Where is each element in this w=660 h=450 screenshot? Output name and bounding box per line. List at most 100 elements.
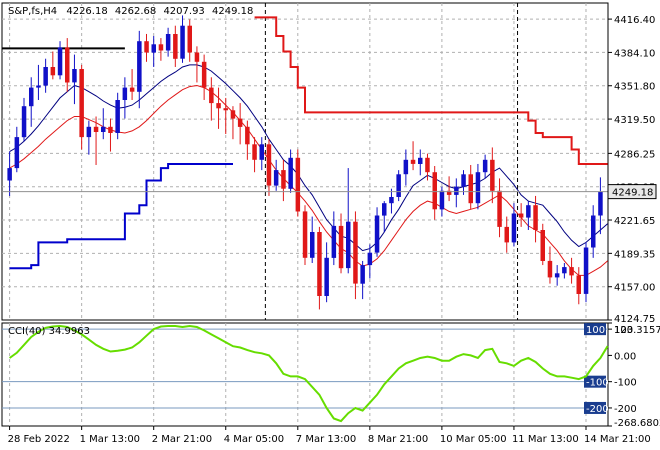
candle-body <box>497 190 502 227</box>
candle-body <box>180 25 185 59</box>
cci-tick-label: 0.00 <box>614 351 636 362</box>
price-tick-label: 4189.35 <box>614 249 655 260</box>
price-tick-label: 4416.40 <box>614 15 655 26</box>
candle-body <box>389 197 394 204</box>
cci-tick-label: -268.6802 <box>614 418 660 429</box>
candle-body <box>554 273 560 278</box>
candle-body <box>194 52 200 62</box>
candle-body <box>591 215 596 248</box>
candle-body <box>79 69 84 138</box>
candle-body <box>382 203 387 216</box>
cci-tick-label: -200 <box>614 404 637 415</box>
candle-body <box>403 159 409 175</box>
candle-body <box>65 47 70 83</box>
time-tick-label: 1 Mar 13:00 <box>80 434 140 445</box>
cci-panel-frame <box>1 322 609 427</box>
time-tick-label: 28 Feb 2022 <box>8 434 70 445</box>
last-price-marker: 4249.18 <box>2 184 657 200</box>
last-price-tag <box>607 184 657 200</box>
candle-body <box>209 87 214 104</box>
candle-body <box>259 144 264 160</box>
candle-body <box>158 44 164 51</box>
time-tick-label: 11 Mar 13:00 <box>512 434 579 445</box>
time-tick-label: 4 Mar 05:00 <box>224 434 284 445</box>
candle-body <box>454 186 459 195</box>
candle-body <box>547 260 553 278</box>
candle-body <box>295 157 301 212</box>
price-tick-label: 4221.65 <box>614 216 655 227</box>
candle-body <box>43 67 48 86</box>
price-tick-label: 4157.00 <box>614 283 655 294</box>
close-value: 4249.18 <box>212 6 253 17</box>
time-tick-label: 7 Mar 13:00 <box>296 434 356 445</box>
candle-body <box>418 157 423 164</box>
candle-body <box>518 213 524 218</box>
candlesticks <box>7 15 603 310</box>
candle-body <box>36 85 41 88</box>
cci-levels: 100 -100 -200 <box>2 323 609 415</box>
cci-level-badge <box>584 323 606 336</box>
candle-body <box>230 110 236 119</box>
candle-body <box>237 118 243 127</box>
time-axis: 28 Feb 2022 1 Mar 13:00 2 Mar 21:00 4 Mar 0… <box>8 426 651 445</box>
candle-body <box>439 190 445 210</box>
candle-body <box>115 100 120 133</box>
candle-body <box>101 126 106 132</box>
candle-body <box>598 191 603 216</box>
cci-level-badge <box>584 375 606 388</box>
candle-body <box>165 34 171 51</box>
price-tick-label: 4351.80 <box>614 82 655 93</box>
candle-body <box>569 267 574 276</box>
symbol-label: S&P,fs,H4 <box>8 6 57 17</box>
candle-body <box>576 275 581 294</box>
candle-body <box>216 103 221 109</box>
price-tick-label: 4286.25 <box>614 149 655 160</box>
time-tick-label: 8 Mar 21:00 <box>368 434 428 445</box>
price-axis: 4416.404384.104351.804319.504286.254253.… <box>608 15 655 325</box>
cci-level-label: -200 <box>586 404 609 415</box>
candle-body <box>360 265 365 284</box>
candle-body <box>21 106 27 138</box>
cci-tick-label: 123.3157 <box>614 325 660 336</box>
candle-body <box>374 215 380 253</box>
candle-body <box>57 47 63 76</box>
candle-body <box>410 159 416 164</box>
candle-body <box>511 213 517 243</box>
candle-body <box>288 157 293 189</box>
price-panel: 4416.404384.104351.804319.504286.254253.… <box>1 2 657 426</box>
candle-body <box>331 225 337 258</box>
candle-body <box>151 44 156 53</box>
candle-body <box>129 87 135 92</box>
candle-body <box>281 170 286 189</box>
cci-tick-label: -100 <box>614 378 637 389</box>
cci-title: CCI(40) 34.9963 <box>8 326 90 337</box>
candle-body <box>245 126 250 145</box>
candle-body <box>432 172 437 210</box>
candle-body <box>562 267 567 274</box>
candle-body <box>583 247 589 294</box>
time-tick-label: 14 Mar 21:00 <box>584 434 651 445</box>
cci-level-label: 100 <box>586 325 605 336</box>
candle-body <box>50 67 56 76</box>
candle-body <box>201 61 207 88</box>
candle-body <box>504 226 509 243</box>
candle-body <box>317 232 322 296</box>
candle-body <box>338 225 344 269</box>
candle-body <box>490 159 495 191</box>
candle-body <box>302 211 308 258</box>
candle-body <box>526 205 531 218</box>
candle-body <box>461 174 466 187</box>
candle-body <box>108 126 113 133</box>
symbol-header: S&P,fs,H4 4226.18 4262.68 4207.93 4249.1… <box>8 6 253 17</box>
price-tick-label: 4124.75 <box>614 314 655 325</box>
candle-body <box>72 69 77 83</box>
trailing-stop-up-line <box>9 163 233 270</box>
cci-tick-label: 100 <box>614 325 633 336</box>
candle-body <box>482 159 488 173</box>
candle-body <box>7 168 12 181</box>
candle-body <box>324 257 329 296</box>
candle-body <box>252 144 257 160</box>
candle-body <box>425 157 430 173</box>
